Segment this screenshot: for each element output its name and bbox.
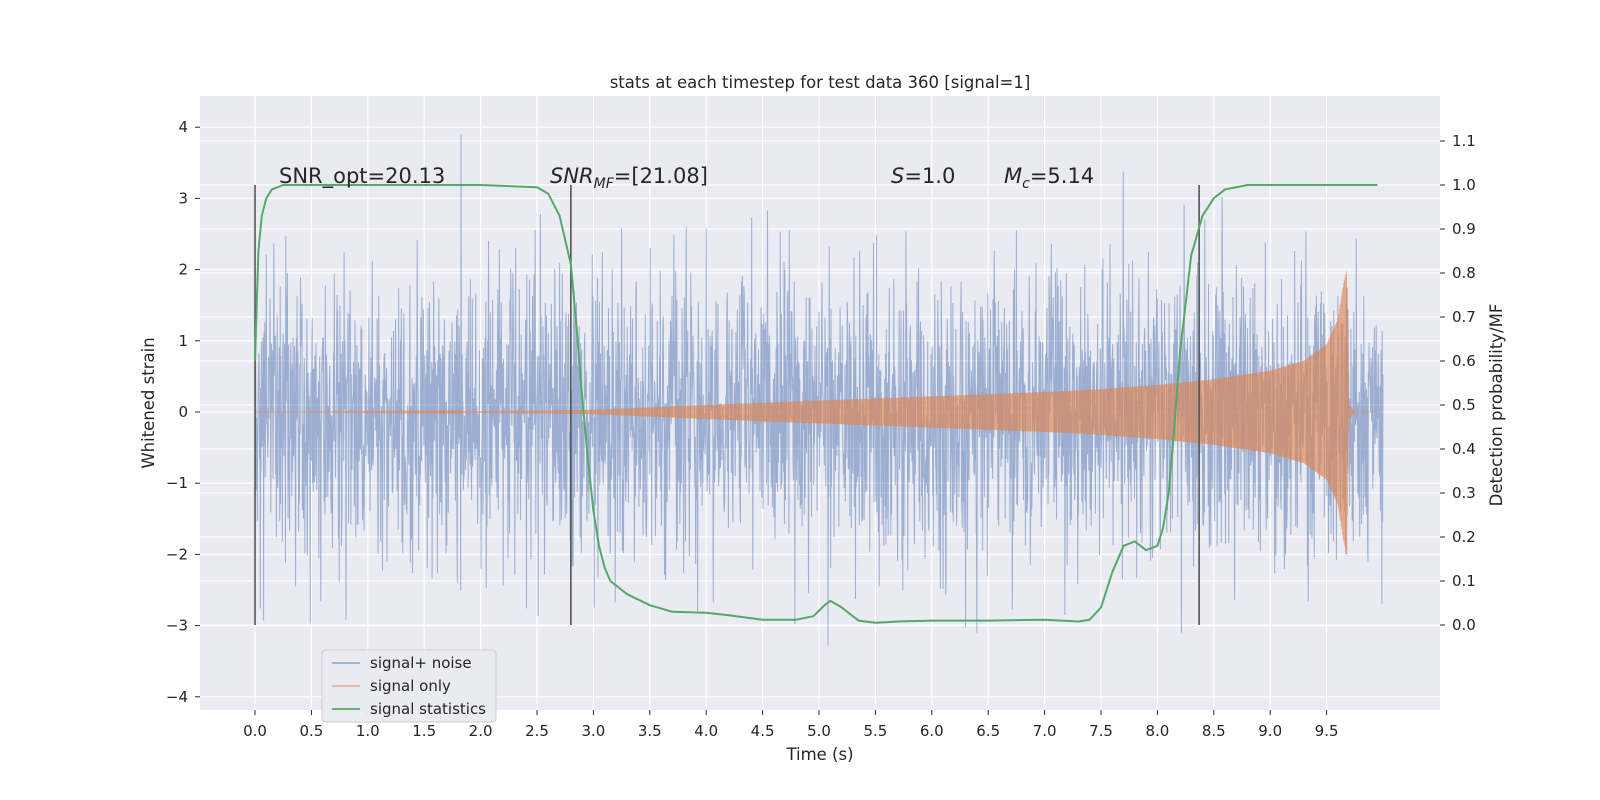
x-tick-label: 3.0 (581, 722, 605, 740)
x-tick-label: 6.0 (920, 722, 944, 740)
x-tick-label: 8.0 (1145, 722, 1169, 740)
series-signal-statistics (254, 184, 1378, 624)
y-tick-label: −1 (166, 474, 188, 492)
annotation-mc: Mc=5.14 (1004, 164, 1094, 192)
x-tick-label: 4.5 (751, 722, 775, 740)
y-tick-label: 1 (178, 332, 188, 350)
y2-tick-label: 0.8 (1452, 264, 1476, 282)
x-tick-label: 2.5 (525, 722, 549, 740)
y2-tick-labels: 1.1 1.0 0.9 0.8 0.7 0.6 0.5 0.4 0.3 0.2 0.1 0.0 (1440, 132, 1476, 634)
x-tick-label: 0.5 (299, 722, 323, 740)
x-tick-label: 5.5 (863, 722, 887, 740)
vertical-markers (254, 185, 1200, 625)
y-tick-labels: 4 3 2 1 0 −1 −2 −3 −4 (166, 118, 200, 706)
legend-label-signal: signal only (370, 677, 451, 695)
x-tick-label: 9.5 (1315, 722, 1339, 740)
x-tick-label: 3.5 (638, 722, 662, 740)
x-tick-label: 0.0 (243, 722, 267, 740)
y2-tick-label: 0.6 (1452, 352, 1476, 370)
x-tick-label: 5.0 (807, 722, 831, 740)
legend-label-stats: signal statistics (370, 700, 486, 718)
y2-tick-label: 1.0 (1452, 176, 1476, 194)
x-tick-label: 7.5 (1089, 722, 1113, 740)
y-tick-label: 2 (178, 261, 188, 279)
x-tick-label: 4.0 (694, 722, 718, 740)
y2-tick-label: 0.9 (1452, 220, 1476, 238)
legend-label-noise: signal+ noise (370, 654, 472, 672)
y-tick-label: 0 (178, 403, 188, 421)
signal-trace (255, 271, 1378, 555)
x-tick-label: 2.0 (469, 722, 493, 740)
annotation-snr-mf: SNRMF=[21.08] (550, 164, 708, 192)
x-tick-label: 7.0 (1033, 722, 1057, 740)
x-tick-label: 9.0 (1258, 722, 1282, 740)
y2-tick-label: 0.1 (1452, 572, 1476, 590)
y2-tick-label: 1.1 (1452, 132, 1476, 150)
annotation-s: S=1.0 (891, 164, 955, 188)
x-axis-title: Time (s) (785, 745, 853, 764)
y-tick-label: −4 (166, 688, 188, 706)
snr-mf-sub: MF (594, 176, 615, 192)
x-tick-label: 1.0 (356, 722, 380, 740)
y2-tick-label: 0.5 (1452, 396, 1476, 414)
y-tick-label: −3 (166, 617, 188, 635)
y-tick-label: 4 (178, 118, 188, 136)
x-tick-label: 8.5 (1202, 722, 1226, 740)
snr-mf-base: SNR (550, 164, 594, 188)
annotation-snr-opt: SNR_opt=20.13 (279, 164, 445, 189)
s-base: S (891, 164, 904, 188)
chart-title: stats at each timestep for test data 360… (610, 73, 1031, 92)
y-axis-title: Whitened strain (139, 337, 158, 468)
y2-tick-label: 0.0 (1452, 616, 1476, 634)
x-tick-label: 6.5 (976, 722, 1000, 740)
y2-tick-label: 0.2 (1452, 528, 1476, 546)
x-tick-labels: 0.0 0.5 1.0 1.5 2.0 2.5 3.0 3.5 4.0 4.5 5.0 5.5 6.0 6… (243, 710, 1339, 740)
y-tick-label: 3 (178, 189, 188, 207)
snr-mf-rest: =[21.08] (614, 164, 708, 188)
mc-base: M (1004, 164, 1022, 188)
s-rest: =1.0 (904, 164, 955, 188)
stats-line (254, 184, 1378, 624)
y2-tick-label: 0.7 (1452, 308, 1476, 326)
x-tick-label: 1.5 (412, 722, 436, 740)
legend: signal+ noise signal only signal statist… (321, 649, 497, 723)
y2-tick-label: 0.3 (1452, 484, 1476, 502)
y2-tick-label: 0.4 (1452, 440, 1476, 458)
series-signal-only (255, 271, 1378, 555)
legend-box (321, 649, 497, 723)
mc-sub: c (1022, 176, 1030, 192)
y-tick-label: −2 (166, 545, 188, 563)
mc-rest: =5.14 (1030, 164, 1094, 188)
y2-axis-title: Detection probability/MF (1487, 304, 1506, 507)
